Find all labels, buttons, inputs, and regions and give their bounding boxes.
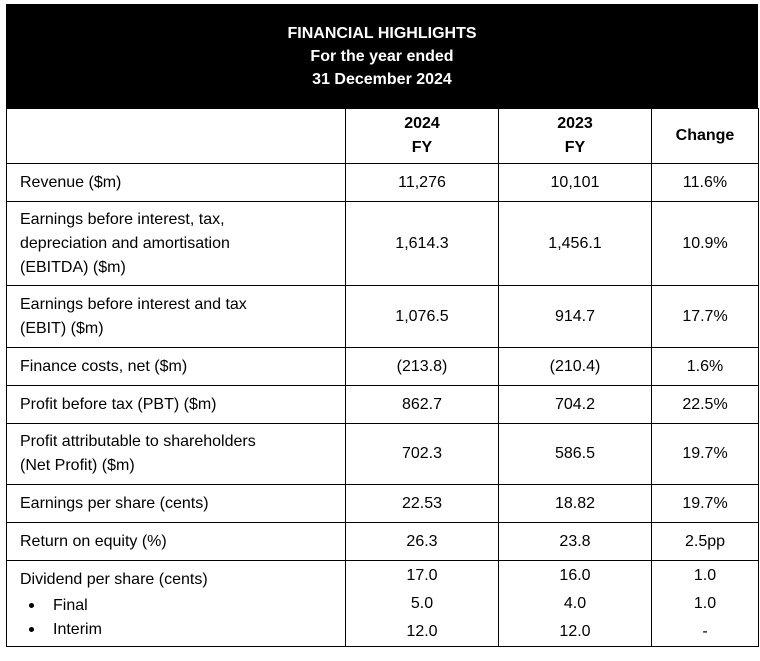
bullet-icon: [29, 627, 34, 632]
row-label-line: Profit before tax (PBT) ($m): [20, 395, 217, 413]
table-row: Revenue ($m) 11,276 10,101 11.6%: [6, 163, 759, 202]
dividend-interim-item: Interim: [20, 618, 345, 642]
col-2024-year: 2024: [404, 115, 440, 132]
table-row: Profit before tax (PBT) ($m) 862.7 704.2 22…: [6, 385, 759, 424]
value-2024-cell: (213.8): [345, 347, 499, 386]
table-row: Earnings before interest, tax, depreciati…: [6, 201, 759, 286]
dividend-total-2023: 16.0: [559, 566, 591, 584]
dividend-total-change: 1.0: [693, 566, 717, 584]
dividend-change-cell: 1.0 1.0 -: [651, 560, 759, 647]
row-label-line: Earnings before interest, tax,: [20, 210, 225, 228]
bullet-icon: [29, 603, 34, 608]
row-label-cell: Earnings before interest, tax, depreciati…: [6, 201, 346, 286]
change-cell: 17.7%: [651, 285, 759, 348]
dividend-2024-cell: 17.0 5.0 12.0: [345, 560, 499, 647]
col-change-header: Change: [651, 108, 759, 164]
change-cell: 19.7%: [651, 423, 759, 485]
change-cell: 10.9%: [651, 201, 759, 286]
row-label-line: Earnings before interest and tax: [20, 295, 247, 313]
row-label-line: (Net Profit) ($m): [20, 457, 135, 474]
row-label-line: (EBITDA) ($m): [20, 258, 126, 276]
financial-highlights-table: 2024 FY 2023 FY Change Revenue ($m) 11,27…: [6, 108, 759, 647]
table-row: Earnings per share (cents) 22.53 18.82 19.7…: [6, 484, 759, 523]
value-2024-cell: 1,076.5: [345, 285, 499, 348]
dividend-final-item: Final: [20, 594, 345, 618]
row-label-line: Profit attributable to shareholders: [20, 433, 256, 450]
financial-highlights-table-wrapper: FINANCIAL HIGHLIGHTS For the year ended …: [6, 4, 759, 647]
value-2024-cell: 22.53: [345, 484, 499, 523]
change-cell: 1.6%: [651, 347, 759, 386]
dividend-final-2024: 5.0: [410, 594, 434, 612]
dividend-interim-label: Interim: [53, 620, 102, 638]
value-2023-cell: 23.8: [498, 522, 652, 561]
value-2024-cell: 862.7: [345, 385, 499, 424]
col-2023-year: 2023: [557, 115, 593, 132]
header-subtitle: For the year ended: [310, 47, 454, 65]
value-2023-cell: 586.5: [498, 423, 652, 485]
dividend-2023-cell: 16.0 4.0 12.0: [498, 560, 652, 647]
row-label-line: Earnings per share (cents): [20, 494, 209, 512]
value-2023-cell: 10,101: [498, 163, 652, 202]
table-row: Earnings before interest and tax (EBIT) (…: [6, 285, 759, 348]
dividend-interim-change: -: [702, 622, 708, 640]
row-label-line: Finance costs, net ($m): [20, 357, 188, 375]
value-2023-cell: (210.4): [498, 347, 652, 386]
change-cell: 19.7%: [651, 484, 759, 523]
row-label-cell: Earnings before interest and tax (EBIT) (…: [6, 285, 346, 348]
col-2024-header: 2024 FY: [345, 108, 499, 164]
dividend-final-label: Final: [53, 596, 88, 614]
change-cell: 22.5%: [651, 385, 759, 424]
value-2023-cell: 1,456.1: [498, 201, 652, 286]
row-label-line: (EBIT) ($m): [20, 319, 104, 337]
dividend-label-cell: Dividend per share (cents) Final Interim: [6, 560, 346, 647]
value-2023-cell: 914.7: [498, 285, 652, 348]
dividend-final-change: 1.0: [693, 594, 717, 612]
change-cell: 11.6%: [651, 163, 759, 202]
value-2023-cell: 704.2: [498, 385, 652, 424]
table-body: Revenue ($m) 11,276 10,101 11.6% Earnings be…: [6, 163, 759, 561]
table-row: Finance costs, net ($m) (213.8) (210.4) 1.6…: [6, 347, 759, 386]
dividend-total-2024: 17.0: [406, 566, 438, 584]
row-label-cell: Earnings per share (cents): [6, 484, 346, 523]
change-cell: 2.5pp: [651, 522, 759, 561]
header-date: 31 December 2024: [312, 70, 452, 88]
row-label-line: Return on equity (%): [20, 532, 167, 550]
dividend-interim-2024: 12.0: [406, 622, 438, 640]
value-2023-cell: 18.82: [498, 484, 652, 523]
col-2023-fy: FY: [564, 139, 586, 156]
column-header-row: 2024 FY 2023 FY Change: [6, 108, 759, 164]
value-2024-cell: 26.3: [345, 522, 499, 561]
row-label-line: Revenue ($m): [20, 173, 122, 191]
table-row: Return on equity (%) 26.3 23.8 2.5pp: [6, 522, 759, 561]
empty-header-cell: [6, 108, 346, 164]
dividend-interim-2023: 12.0: [559, 622, 591, 640]
row-label-cell: Finance costs, net ($m): [6, 347, 346, 386]
value-2024-cell: 11,276: [345, 163, 499, 202]
value-2024-cell: 702.3: [345, 423, 499, 485]
row-label-cell: Revenue ($m): [6, 163, 346, 202]
row-label-cell: Return on equity (%): [6, 522, 346, 561]
dividend-row: Dividend per share (cents) Final Interim…: [6, 560, 759, 647]
value-2024-cell: 1,614.3: [345, 201, 499, 286]
col-2024-fy: FY: [411, 139, 433, 156]
row-label-cell: Profit attributable to shareholders (Net …: [6, 423, 346, 485]
dividend-final-2023: 4.0: [563, 594, 587, 612]
row-label-line: depreciation and amortisation: [20, 234, 230, 252]
dividend-label: Dividend per share (cents): [20, 570, 208, 588]
row-label-cell: Profit before tax (PBT) ($m): [6, 385, 346, 424]
table-header-banner: FINANCIAL HIGHLIGHTS For the year ended …: [6, 4, 758, 108]
table-row: Profit attributable to shareholders (Net …: [6, 423, 759, 485]
header-title: FINANCIAL HIGHLIGHTS: [287, 24, 477, 42]
col-2023-header: 2023 FY: [498, 108, 652, 164]
